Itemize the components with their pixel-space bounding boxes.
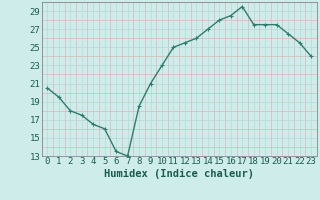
X-axis label: Humidex (Indice chaleur): Humidex (Indice chaleur) — [104, 169, 254, 179]
